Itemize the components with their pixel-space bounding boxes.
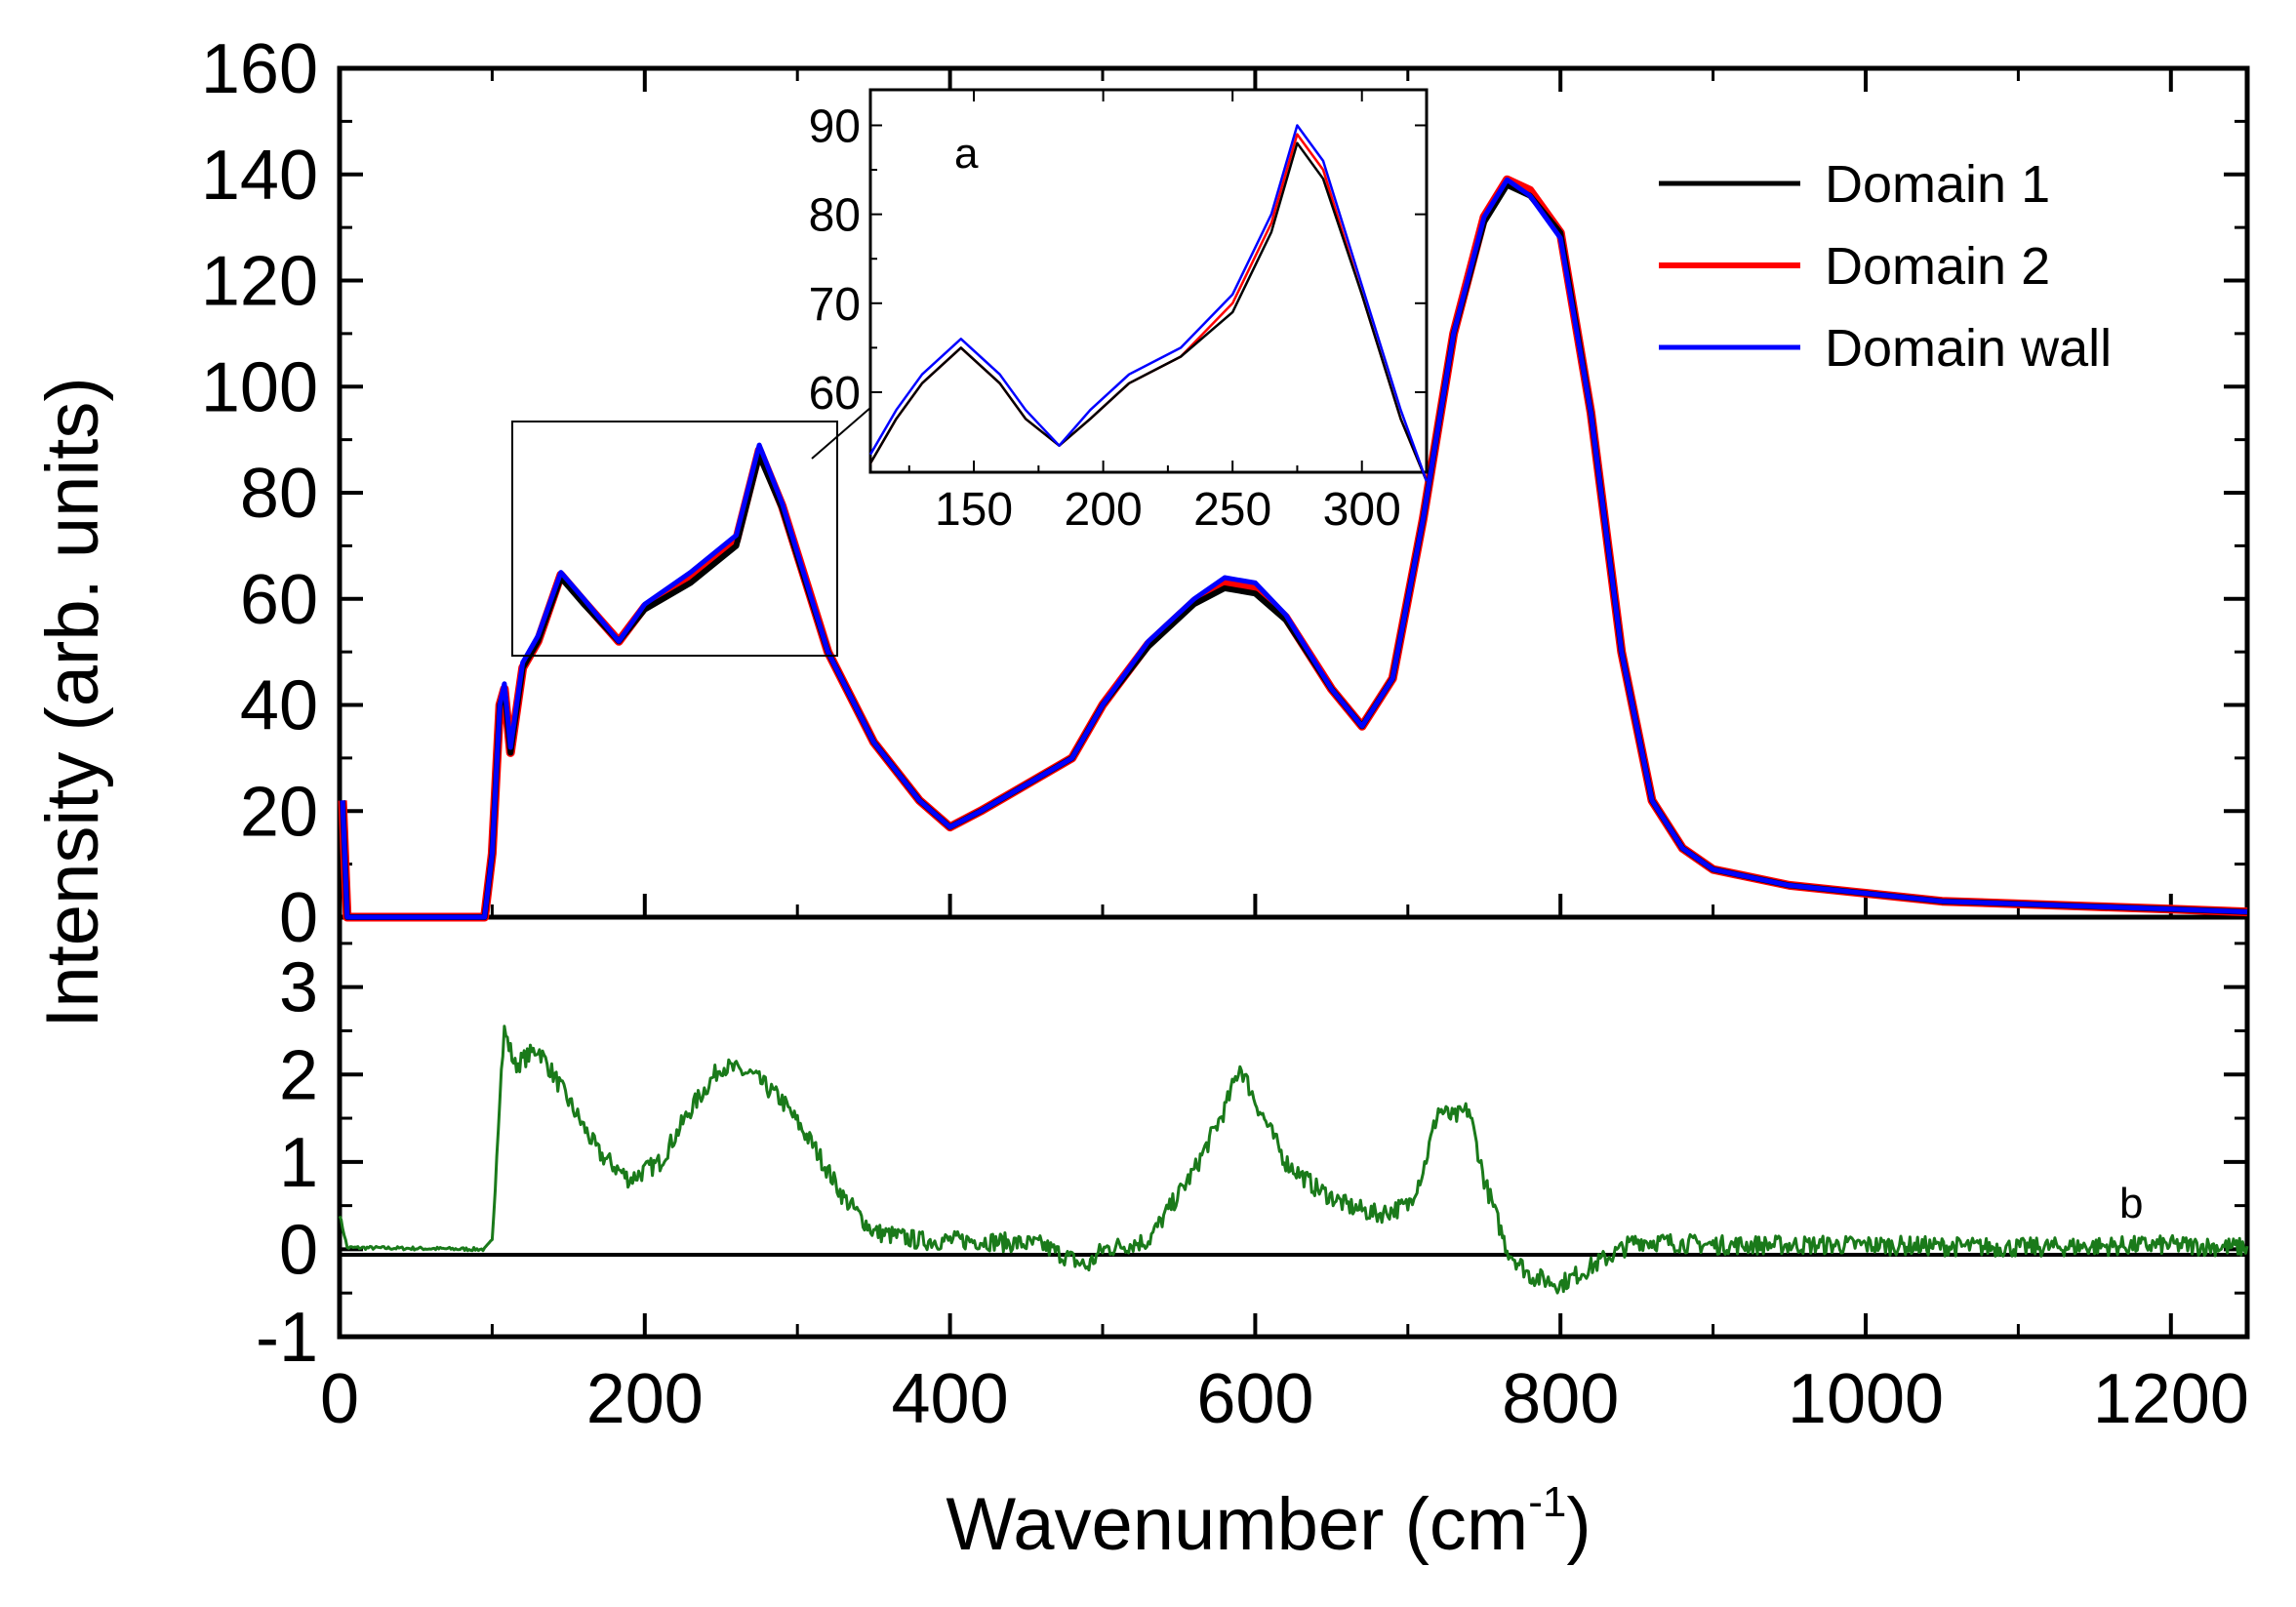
inset-x-tick-label: 300 [1323,484,1401,536]
x-tick-label: 0 [320,1360,359,1438]
y-tick-label: 0 [279,879,318,957]
legend-label-domain-wall: Domain wall [1825,319,2112,378]
bottom-panel-label: b [2119,1180,2143,1227]
y-tick-label: 80 [240,455,318,533]
legend-label-domain-1: Domain 1 [1825,155,2050,214]
x-tick-label: 200 [586,1360,704,1438]
inset-x-tick-label: 250 [1193,484,1271,536]
y-tick-label: 40 [240,667,318,745]
inset-x-tick-label: 200 [1065,484,1143,536]
x-axis-title-close: ) [1566,1483,1591,1566]
inset-axis-ticks: 150 200 250 300 60 70 80 90 [809,90,1427,536]
bottom-y-tick-label: 1 [279,1124,318,1202]
x-tick-label: 1200 [2093,1360,2249,1438]
legend-label-domain-2: Domain 2 [1825,237,2050,296]
inset-y-tick-label: 60 [809,368,861,420]
x-axis-title-superscript: -1 [1528,1478,1566,1526]
y-tick-label: 160 [201,30,318,108]
legend: Domain 1 Domain 2 Domain wall [1659,155,2112,378]
bottom-y-tick-label: -1 [256,1299,318,1377]
x-axis-title: Wavenumber (cm-1) [946,1478,1591,1566]
inset-y-tick-label: 80 [809,190,861,242]
inset-y-tick-label: 90 [809,100,861,152]
inset-series-group [868,124,1429,482]
y-axis-title: Intensity (arb. units) [31,377,114,1027]
inset-series-line-domain-1 [868,141,1429,482]
top-axis-ticks: 0 20 40 60 80 100 120 140 160 [201,30,2247,957]
y-tick-label: 140 [201,137,318,215]
x-tick-label: 800 [1502,1360,1619,1438]
x-tick-label: 400 [892,1360,1009,1438]
inset-frame [868,88,1429,474]
bottom-series-group [338,1024,2249,1295]
series-line-domain-wall [340,177,2248,920]
bottom-y-tick-label: 0 [279,1211,318,1289]
inset-x-tick-label: 150 [935,484,1013,536]
y-tick-label: 120 [201,243,318,321]
x-axis-title-base: Wavenumber (cm [946,1483,1528,1566]
x-tick-label: 600 [1196,1360,1313,1438]
y-tick-label: 60 [240,561,318,639]
inset-series-line-domain-wall [868,124,1429,482]
zoom-region-box [511,421,838,657]
bottom-y-tick-label: 3 [279,949,318,1027]
y-tick-label: 20 [240,773,318,851]
top-series-group [338,175,2248,922]
difference-spectrum-line [338,1024,2249,1295]
inset-panel-label: a [954,130,979,178]
inset-y-tick-label: 70 [809,279,861,331]
bottom-y-tick-label: 2 [279,1036,318,1114]
y-tick-label: 100 [201,348,318,426]
bottom-plot-frame [337,914,2250,1340]
x-tick-label: 1000 [1788,1360,1944,1438]
